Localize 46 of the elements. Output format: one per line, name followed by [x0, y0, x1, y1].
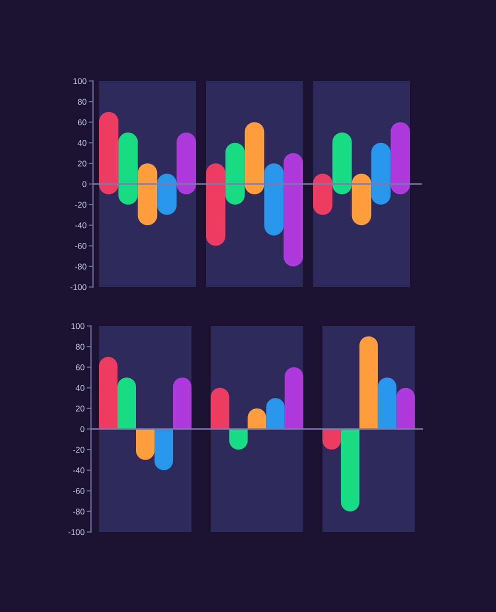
- y-tick-label: -60: [75, 243, 86, 249]
- bar: [359, 336, 378, 429]
- y-tick-label: -100: [68, 529, 84, 536]
- y-tick-label: 40: [76, 385, 84, 391]
- y-tick-label: 40: [78, 140, 86, 146]
- bar: [396, 388, 415, 429]
- y-tick-label: 60: [76, 364, 84, 370]
- bar: [118, 132, 138, 205]
- y-tick-label: -60: [73, 488, 84, 494]
- y-tick-label: 100: [73, 78, 86, 84]
- bar: [266, 398, 285, 429]
- y-tick-label: -80: [75, 264, 86, 270]
- y-tick-label: -80: [73, 508, 84, 514]
- bar: [173, 378, 192, 429]
- y-tick-label: -40: [73, 467, 84, 474]
- bar: [176, 132, 196, 194]
- bar: [136, 429, 154, 460]
- y-tick-label: -100: [70, 284, 86, 290]
- y-tick-label: 20: [76, 406, 84, 412]
- bar: [284, 367, 304, 429]
- bar: [340, 429, 360, 512]
- y-tick-label: 60: [78, 119, 86, 126]
- y-tick-label: 80: [76, 344, 84, 350]
- y-tick-label: 100: [71, 323, 84, 330]
- bar: [390, 122, 410, 194]
- y-tick-label: -20: [73, 446, 84, 453]
- y-tick-label: 0: [80, 426, 84, 432]
- bar: [99, 112, 118, 194]
- bar: [332, 132, 352, 194]
- bar: [206, 163, 226, 246]
- bar: [371, 142, 391, 205]
- bar: [244, 122, 264, 194]
- y-tick-label: -20: [75, 202, 86, 208]
- bar: [264, 163, 284, 236]
- bar: [225, 142, 245, 205]
- bar: [284, 153, 303, 266]
- bar: [154, 429, 173, 470]
- y-tick-label: -40: [75, 222, 86, 228]
- bar: [99, 356, 118, 429]
- bar: [118, 378, 136, 429]
- bar: [378, 378, 396, 429]
- bar: [138, 163, 158, 226]
- bar: [210, 388, 230, 429]
- y-tick-label: 20: [78, 160, 86, 166]
- y-tick-label: 0: [82, 181, 86, 188]
- y-tick-label: 80: [78, 98, 86, 105]
